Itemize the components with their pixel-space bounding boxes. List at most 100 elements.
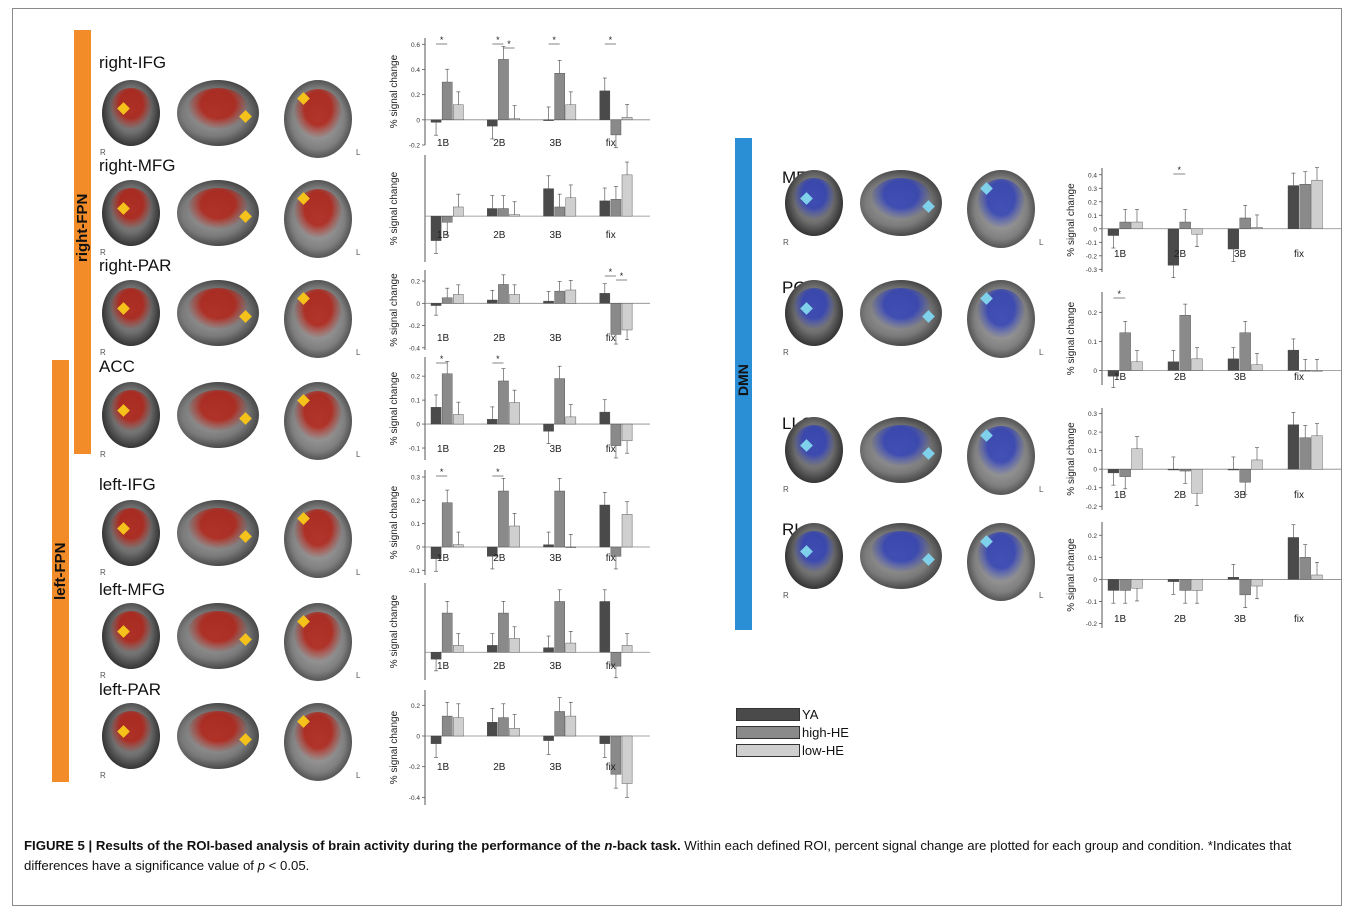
chart-8-sig-star-1B-0: * <box>1118 289 1122 299</box>
chart-2-cat-label-2B: 2B <box>493 333 506 344</box>
chart-8-ytick-label-2: 0 <box>1093 368 1097 375</box>
chart-10-ytick-label-4: -0.2 <box>1086 621 1098 628</box>
rlo-brain-slice-1 <box>785 523 843 589</box>
chart-5-bar-2B-YA <box>487 645 498 653</box>
chart-6-ytick-label-2: -0.2 <box>409 764 421 771</box>
chart-10-bar-fix-YA <box>1287 537 1300 580</box>
chart-0-bar-3B-low-HE <box>565 104 577 121</box>
chart-6-bar-2B-low-HE <box>509 728 520 737</box>
chart-9-cat-label-2B: 2B <box>1174 490 1187 501</box>
chart-2-bar-3B-high-HE <box>554 290 565 304</box>
chart-0-cat-label-fix: fix <box>606 138 616 149</box>
chart-10-ytick-label-3: -0.1 <box>1086 599 1098 606</box>
chart-7-ytick-label-6: -0.2 <box>1086 253 1098 260</box>
chart-8-bar-1B-high-HE <box>1119 332 1131 371</box>
right-mfg-r-label: R <box>100 248 106 257</box>
chart-0-bar-2B-YA <box>487 119 498 127</box>
chart-4-bar-2B-low-HE <box>509 525 520 548</box>
chart-0-ytick-label-3: 0 <box>416 117 420 124</box>
rlo-brain-slice-3 <box>967 523 1035 601</box>
chart-7-sig-star-2B-0: * <box>1178 165 1182 175</box>
chart-3-cat-label-1B: 1B <box>437 444 450 455</box>
chart-9-bar-fix-high-HE <box>1299 437 1311 470</box>
chart-6-ylabel: % signal change <box>389 710 400 784</box>
right-mfg-activation-2 <box>188 187 248 229</box>
chart-4-bar-2B-high-HE <box>498 490 509 548</box>
chart-0-bar-2B-high-HE <box>498 59 509 121</box>
chart-3-cat-label-2B: 2B <box>493 444 506 455</box>
right-par-brain-slice-3 <box>284 280 352 358</box>
chart-8-ylabel: % signal change <box>1066 301 1077 375</box>
right-par-brain-slice-1 <box>102 280 160 346</box>
chart-0-ylabel: % signal change <box>389 54 400 128</box>
llo-activation-2 <box>871 424 931 466</box>
chart-7-bar-1B-low-HE <box>1131 221 1143 229</box>
chart-5-bar-2B-high-HE <box>498 612 509 653</box>
left-ifg-brain-slice-1 <box>102 500 160 566</box>
chart-4-bar-fix-YA <box>599 504 611 548</box>
chart-9-bar-1B-low-HE <box>1131 448 1143 470</box>
chart-7-ytick-label-0: 0.4 <box>1088 172 1097 179</box>
chart-9-ytick-label-5: -0.2 <box>1086 504 1098 511</box>
chart-5-cat-label-1B: 1B <box>437 661 450 672</box>
chart-9-bar-fix-YA <box>1287 424 1300 470</box>
chart-0-sig-star-fix-0: * <box>609 35 613 45</box>
chart-5-cat-label-2B: 2B <box>493 661 506 672</box>
chart-5-bar-2B-low-HE <box>509 638 520 653</box>
chart-1-bar-1B-high-HE <box>441 215 453 223</box>
chart-0-sig-star-2B-0: * <box>496 35 500 45</box>
chart-3-bar-2B-YA <box>487 419 498 425</box>
left-ifg-r-label: R <box>100 568 106 577</box>
chart-2-bar-2B-low-HE <box>509 294 520 304</box>
chart-8-bar-2B-high-HE <box>1179 315 1191 371</box>
chart-9-ytick-label-2: 0.1 <box>1088 448 1097 455</box>
chart-4-cat-label-fix: fix <box>606 553 616 564</box>
chart-3-ytick-label-1: 0.1 <box>411 398 420 405</box>
chart-1-cat-label-3B: 3B <box>550 230 563 241</box>
chart-5-bar-fix-YA <box>599 601 611 653</box>
chart-2-sig-star-fix-1: * <box>620 271 624 281</box>
legend-label-ya: YA <box>802 707 819 722</box>
chart-6-cat-label-1B: 1B <box>437 762 450 773</box>
right-fpn-bar <box>74 30 91 454</box>
left-par-activation-1 <box>110 710 152 752</box>
rlo-activation-1 <box>793 530 835 572</box>
chart-7-bar-fix-high-HE <box>1299 184 1311 229</box>
left-ifg-activation-2 <box>188 507 248 549</box>
chart-10-bar-3B-YA <box>1227 577 1240 580</box>
chart-9-bar-fix-low-HE <box>1311 435 1323 470</box>
chart-9-ytick-label-1: 0.2 <box>1088 430 1097 437</box>
chart-0-cat-label-2B: 2B <box>493 138 506 149</box>
chart-5-bar-3B-low-HE <box>565 642 577 653</box>
figure-caption: FIGURE 5 | Results of the ROI-based anal… <box>24 838 1292 873</box>
chart-3-ytick-label-0: 0.2 <box>411 374 420 381</box>
chart-6-bar-3B-YA <box>543 735 554 741</box>
acc-brain-slice-1 <box>102 382 160 448</box>
chart-4-cat-label-3B: 3B <box>550 553 563 564</box>
chart-6-ytick-label-3: -0.4 <box>409 795 421 802</box>
chart-3-sig-star-1B-0: * <box>440 354 444 364</box>
chart-3-bar-3B-YA <box>543 423 554 432</box>
roi-label-left-par: left-PAR <box>99 680 162 699</box>
left-ifg-brain-slice-2 <box>177 500 259 566</box>
chart-1-bar-fix-YA <box>599 200 611 217</box>
mfc-brain-slice-1 <box>785 170 843 236</box>
chart-8-bar-3B-high-HE <box>1239 332 1251 371</box>
chart-2-cat-label-1B: 1B <box>437 333 450 344</box>
chart-2-bar-3B-low-HE <box>565 289 577 304</box>
right-ifg-activation-2 <box>188 87 248 129</box>
chart-0-bar-3B-high-HE <box>554 73 565 121</box>
left-mfg-r-label: R <box>100 671 106 680</box>
chart-0-ytick-label-0: 0.6 <box>411 42 420 49</box>
chart-7-bar-3B-low-HE <box>1251 227 1263 229</box>
chart-9-bar-3B-YA <box>1227 469 1240 471</box>
left-mfg-activation-1 <box>110 610 152 652</box>
figure-frame <box>12 8 1342 906</box>
chart-10-bar-fix-low-HE <box>1311 574 1323 580</box>
chart-7-bar-2B-low-HE <box>1191 228 1203 235</box>
chart-8-cat-label-1B: 1B <box>1114 372 1127 383</box>
chart-9-ytick-label-0: 0.3 <box>1088 411 1097 418</box>
right-par-activation-1 <box>110 287 152 329</box>
chart-4-ytick-label-0: 0.3 <box>411 475 420 482</box>
chart-0-ytick-label-1: 0.4 <box>411 67 420 74</box>
